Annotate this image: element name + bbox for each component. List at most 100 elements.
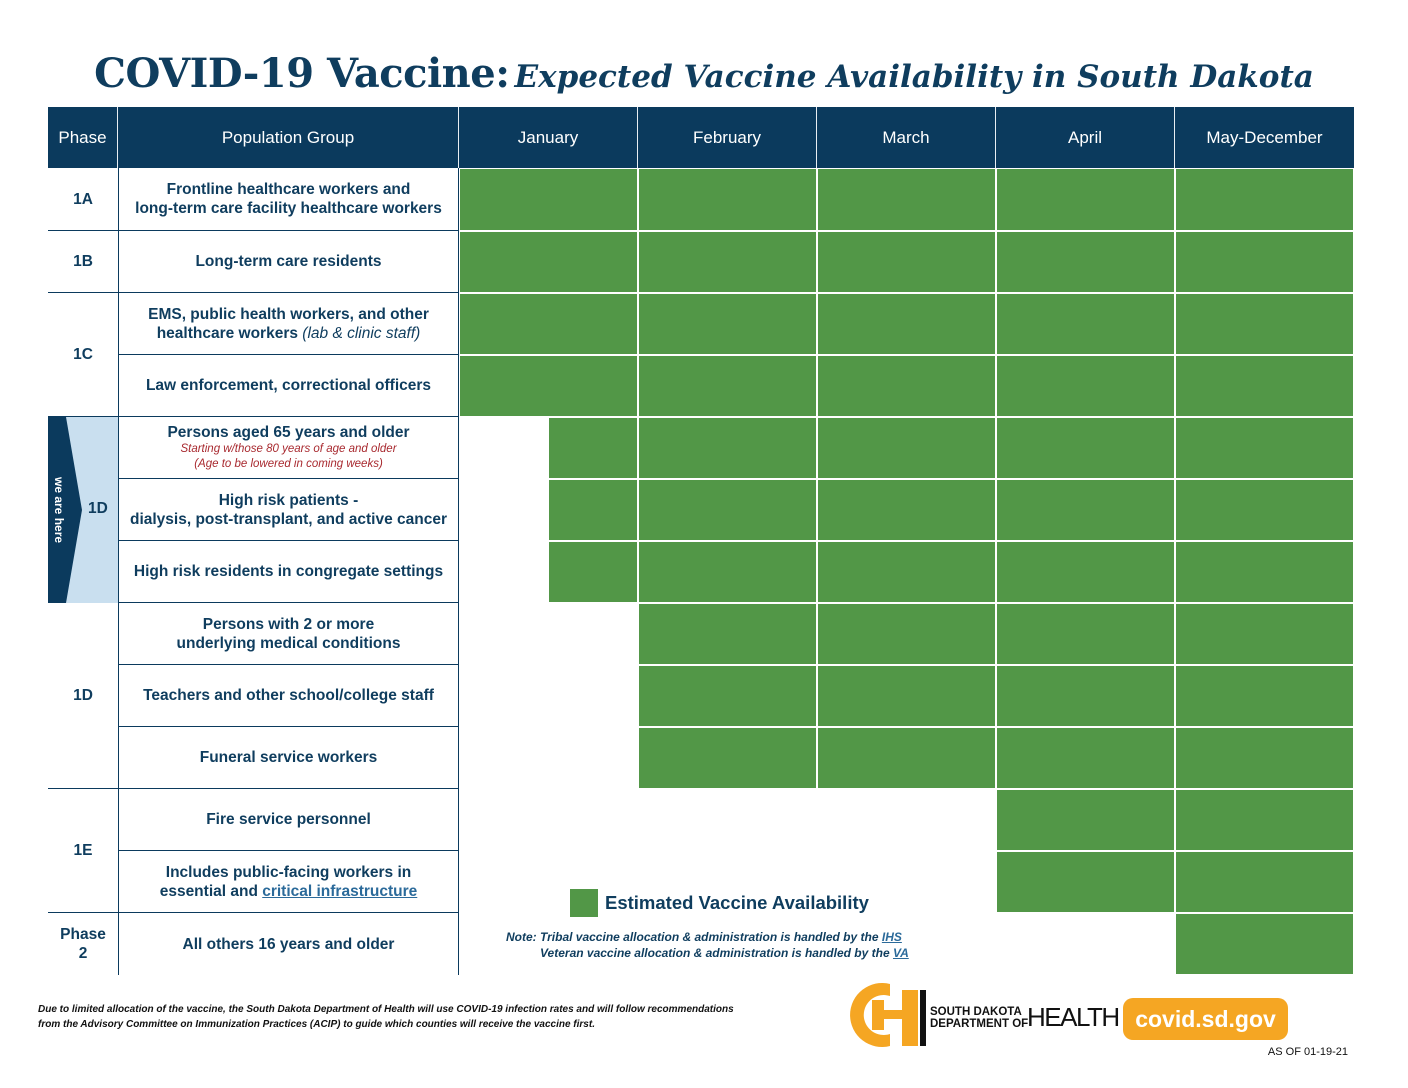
availability-cell xyxy=(817,417,996,479)
header-january: January xyxy=(459,107,638,168)
we-are-here-arrow xyxy=(48,417,82,603)
group-text: Fire service personnel xyxy=(206,811,371,828)
phase-1b: 1B xyxy=(48,231,118,293)
availability-cell xyxy=(817,541,996,603)
logo-health: HEALTH xyxy=(1027,1002,1120,1032)
website-badge[interactable]: covid.sd.gov xyxy=(1123,998,1288,1040)
note-text: Note: Tribal vaccine allocation & admini… xyxy=(506,930,882,944)
logo-text: SOUTH DAKOTA DEPARTMENT OF xyxy=(930,1006,1028,1030)
availability-cell xyxy=(1175,851,1354,913)
phase-1d-current: 1D xyxy=(88,500,108,517)
legend-swatch xyxy=(570,889,598,917)
group-text: long-term care facility healthcare worke… xyxy=(135,200,442,217)
group-text: Funeral service workers xyxy=(199,749,378,766)
availability-cell xyxy=(638,293,817,355)
sd-doh-logo-icon xyxy=(850,983,926,1047)
group-text: Persons with 2 or more xyxy=(202,615,375,633)
note-text: Veteran vaccine allocation & administrat… xyxy=(540,946,893,960)
group-row-all-others: All others 16 years and older xyxy=(118,913,459,975)
availability-cell xyxy=(996,851,1175,913)
availability-cell xyxy=(638,727,817,789)
group-text: dialysis, post-transplant, and active ca… xyxy=(129,510,447,528)
availability-cell xyxy=(1175,665,1354,727)
availability-cell xyxy=(1175,479,1354,541)
ihs-link[interactable]: IHS xyxy=(881,930,902,944)
availability-cell xyxy=(638,479,817,541)
availability-cell xyxy=(459,293,638,355)
group-subnote: Starting w/those 80 years of age and old… xyxy=(180,443,397,455)
availability-cell xyxy=(817,727,996,789)
critical-infrastructure-link[interactable]: critical infrastructure xyxy=(262,882,418,900)
availability-cell xyxy=(638,417,817,479)
group-row-ems: EMS, public health workers, and other he… xyxy=(118,293,459,355)
footnote-line: Due to limited allocation of the vaccine… xyxy=(38,1004,734,1015)
availability-cell xyxy=(817,168,996,231)
availability-cell xyxy=(459,231,638,293)
group-text: EMS, public health workers, and other xyxy=(148,305,429,323)
availability-cell xyxy=(1175,603,1354,665)
group-row-congregate: High risk residents in congregate settin… xyxy=(118,541,459,603)
page-title: COVID-19 Vaccine: Expected Vaccine Avail… xyxy=(0,50,1408,97)
group-text: Includes public-facing workers in xyxy=(165,863,412,881)
availability-cell xyxy=(638,603,817,665)
group-text: Teachers and other school/college staff xyxy=(143,687,434,704)
availability-cell xyxy=(638,541,817,603)
availability-cell xyxy=(1175,727,1354,789)
group-text: High risk patients - xyxy=(218,491,359,509)
title-main: COVID-19 Vaccine: xyxy=(94,50,510,97)
footnote: Due to limited allocation of the vaccine… xyxy=(38,1002,818,1032)
header-march: March xyxy=(817,107,996,168)
group-row-fire: Fire service personnel xyxy=(118,789,459,851)
availability-cell xyxy=(817,603,996,665)
header-population-group: Population Group xyxy=(118,107,459,168)
availability-cell xyxy=(638,168,817,231)
phase-1c: 1C xyxy=(48,293,118,417)
header-phase: Phase xyxy=(48,107,118,168)
group-row-funeral: Funeral service workers xyxy=(118,727,459,789)
group-row-law-enforcement: Law enforcement, correctional officers xyxy=(118,355,459,417)
group-text-italic: (lab & clinic staff) xyxy=(302,324,421,342)
availability-cell xyxy=(996,789,1175,851)
availability-cell xyxy=(996,727,1175,789)
availability-cell xyxy=(548,541,638,603)
note-tribal: Note: Tribal vaccine allocation & admini… xyxy=(506,930,902,944)
availability-cell xyxy=(817,479,996,541)
availability-cell xyxy=(459,355,638,417)
availability-cell xyxy=(996,603,1175,665)
group-row-frontline: Frontline healthcare workers and long-te… xyxy=(118,168,459,231)
group-text: essential and xyxy=(159,882,263,900)
group-text: underlying medical conditions xyxy=(176,634,401,652)
va-link[interactable]: VA xyxy=(892,946,909,960)
availability-cell xyxy=(817,665,996,727)
group-row-public-facing: Includes public-facing workers in essent… xyxy=(118,851,459,913)
we-are-here-label: we are here xyxy=(52,476,66,544)
availability-cell xyxy=(1175,168,1354,231)
group-row-high-risk-patients: High risk patients - dialysis, post-tran… xyxy=(118,479,459,541)
logo-line: SOUTH DAKOTA xyxy=(930,1006,1022,1018)
group-text: Long-term care residents xyxy=(195,253,382,270)
group-subnote: (Age to be lowered in coming weeks) xyxy=(194,458,383,470)
availability-cell xyxy=(996,417,1175,479)
availability-cell xyxy=(459,168,638,231)
we-are-here-highlight: we are here 1D xyxy=(48,417,118,603)
header-may-december: May-December xyxy=(1175,107,1354,168)
availability-cell xyxy=(1175,231,1354,293)
group-text: All others 16 years and older xyxy=(182,935,395,953)
availability-cell xyxy=(1175,355,1354,417)
availability-cell xyxy=(996,665,1175,727)
availability-cell xyxy=(817,293,996,355)
availability-cell xyxy=(548,479,638,541)
availability-cell xyxy=(638,665,817,727)
phase-2: Phase 2 xyxy=(48,913,118,975)
phase-1a: 1A xyxy=(48,168,118,231)
phase-2-line2: 2 xyxy=(78,945,88,962)
availability-cell xyxy=(638,231,817,293)
as-of-date: AS OF 01-19-21 xyxy=(1267,1046,1348,1058)
group-row-teachers: Teachers and other school/college staff xyxy=(118,665,459,727)
availability-cell xyxy=(1175,293,1354,355)
group-text: Persons aged 65 years and older xyxy=(167,424,410,441)
availability-cell xyxy=(1175,913,1354,975)
availability-cell xyxy=(996,293,1175,355)
availability-cell xyxy=(996,355,1175,417)
availability-cell xyxy=(548,417,638,479)
